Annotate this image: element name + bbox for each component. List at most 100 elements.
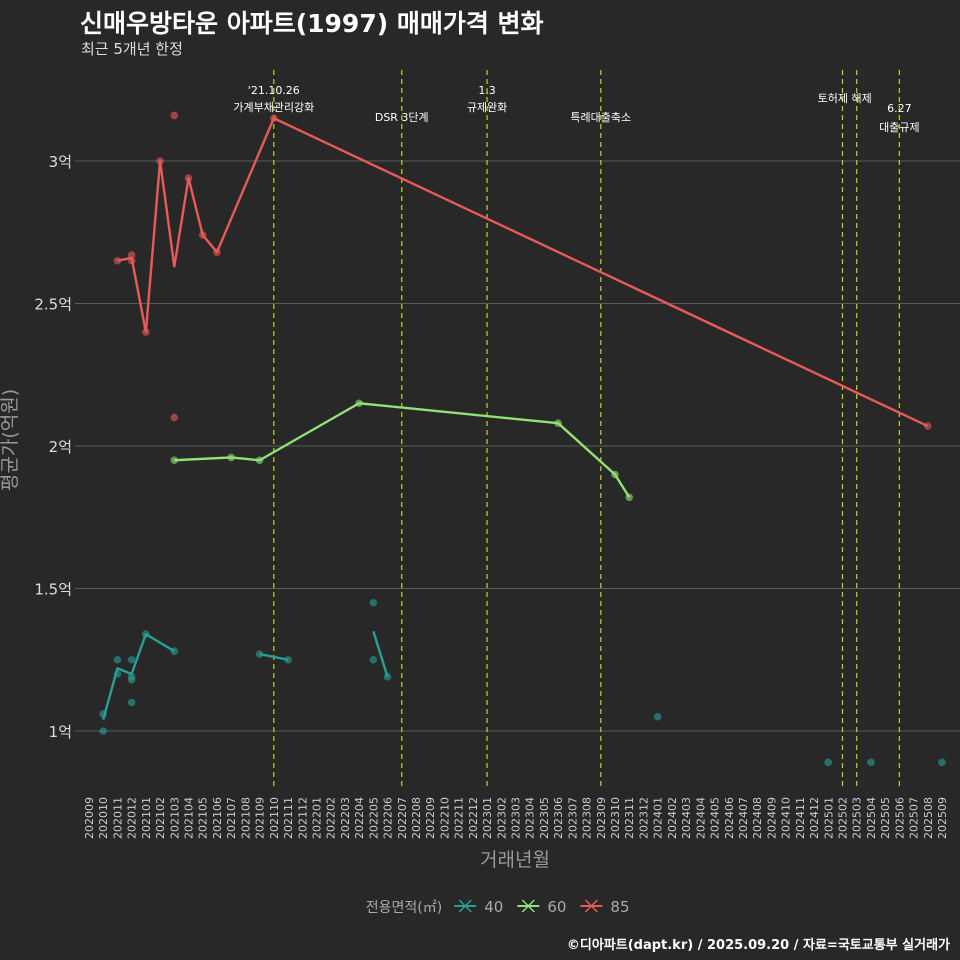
data-point-40	[99, 727, 108, 735]
x-tick-label: 202109	[254, 797, 267, 839]
series-line-40	[259, 652, 289, 661]
legend-item-85: 85	[580, 898, 630, 916]
data-point-40	[867, 758, 875, 767]
x-tick-label: 202103	[168, 797, 181, 839]
x-tick-label: 202205	[367, 797, 380, 839]
y-tick-label: 2억	[49, 438, 72, 456]
event-label: DSR 3단계	[375, 111, 429, 124]
x-tick-label: 202310	[609, 797, 622, 839]
x-tick-label: 202506	[893, 797, 906, 839]
x-tick-label: 202010	[97, 797, 110, 839]
data-point-40	[369, 598, 378, 607]
x-tick-label: 202404	[694, 797, 707, 839]
event-label: '21.10.26	[248, 84, 300, 97]
series-line-85	[117, 117, 929, 428]
data-point-40	[383, 673, 392, 681]
x-tick-label: 202401	[652, 797, 665, 839]
data-point-60	[255, 456, 264, 465]
x-tick-label: 202104	[183, 797, 196, 839]
chart-subtitle: 최근 5개년 한정	[81, 40, 183, 58]
event-label: 가계부채관리강화	[233, 101, 314, 114]
x-tick-label: 202304	[524, 797, 537, 839]
data-point-85	[170, 413, 179, 422]
x-tick-label: 202210	[438, 797, 451, 839]
event-label: 1.3	[478, 84, 496, 97]
x-tick-label: 202110	[268, 797, 281, 839]
x-tick-label: 202505	[879, 797, 892, 839]
x-tick-label: 202409	[765, 797, 778, 839]
data-point-85	[170, 111, 179, 120]
x-tick-label: 202301	[481, 797, 494, 839]
x-tick-label: 202503	[851, 797, 864, 839]
event-label: 대출규제	[879, 121, 919, 134]
data-point-85	[923, 422, 932, 430]
x-tick-label: 202507	[908, 797, 921, 839]
legend-label: 60	[547, 898, 566, 916]
data-point-85	[127, 256, 136, 265]
data-point-85	[184, 174, 193, 182]
x-tick-label: 202302	[495, 797, 508, 839]
data-point-40	[653, 712, 662, 721]
data-point-85	[142, 328, 150, 336]
data-point-40	[113, 670, 122, 678]
x-tick-label: 202203	[339, 797, 352, 839]
series-line-40	[372, 630, 389, 678]
x-tick-label: 202311	[623, 797, 636, 839]
data-point-85	[213, 248, 221, 256]
x-tick-label: 202211	[453, 797, 466, 839]
y-tick-label: 3억	[49, 153, 72, 171]
x-tick-label: 202306	[552, 797, 565, 839]
x-tick-label: 202307	[566, 797, 579, 839]
x-tick-label: 202108	[239, 797, 252, 839]
x-tick-label: 202405	[709, 797, 722, 839]
x-tick-label: 202504	[865, 797, 878, 839]
x-tick-label: 202408	[751, 797, 764, 839]
x-axis-title: 거래년월	[480, 849, 550, 871]
x-tick-label: 202212	[467, 797, 480, 839]
x-tick-label: 202509	[936, 797, 949, 839]
data-point-85	[156, 157, 164, 165]
data-point-40	[113, 655, 122, 664]
legend-item-40: 40	[454, 898, 503, 916]
data-point-85	[198, 231, 207, 239]
x-tick-label: 202107	[225, 797, 238, 839]
legend-key-cross-icon	[584, 899, 598, 913]
data-point-60	[625, 493, 634, 502]
event-label: 규제완화	[467, 101, 507, 114]
x-tick-label: 202406	[723, 797, 736, 839]
x-tick-label: 202209	[424, 797, 437, 839]
x-tick-label: 202112	[296, 797, 309, 839]
x-tick-label: 202106	[211, 797, 224, 839]
event-label: 특례대출축소	[570, 111, 631, 124]
data-point-85	[127, 251, 136, 259]
data-point-40	[170, 647, 179, 655]
x-tick-label: 202508	[922, 797, 935, 839]
data-point-40	[255, 650, 264, 658]
x-tick-label: 202410	[780, 797, 793, 839]
x-tick-label: 202303	[510, 797, 523, 839]
x-tick-label: 202101	[140, 797, 153, 839]
data-point-60	[355, 399, 363, 408]
footer-credit: ©디아파트(dapt.kr) / 2025.09.20 / 자료=국토교통부 실…	[566, 938, 950, 953]
event-label: 토허제 해제	[818, 91, 872, 105]
x-tick-label: 202312	[637, 797, 650, 839]
x-tick-label: 202207	[396, 797, 409, 839]
x-tick-label: 202011	[111, 797, 124, 839]
data-point-40	[127, 655, 136, 664]
x-tick-label: 202412	[808, 797, 821, 839]
data-point-60	[170, 456, 179, 465]
series-line-40	[102, 632, 175, 720]
data-point-40	[127, 675, 136, 684]
data-point-60	[554, 419, 562, 428]
legend-item-60: 60	[517, 898, 566, 916]
x-tick-label: 202411	[794, 797, 807, 839]
x-tick-label: 202309	[595, 797, 608, 839]
y-tick-label: 2.5억	[34, 296, 72, 314]
x-tick-label: 202502	[836, 797, 849, 839]
x-tick-label: 202206	[382, 797, 395, 839]
x-tick-label: 202201	[310, 797, 323, 839]
data-point-40	[284, 655, 292, 664]
data-point-40	[369, 655, 378, 664]
x-tick-label: 202208	[410, 797, 423, 839]
data-point-40	[938, 758, 946, 767]
